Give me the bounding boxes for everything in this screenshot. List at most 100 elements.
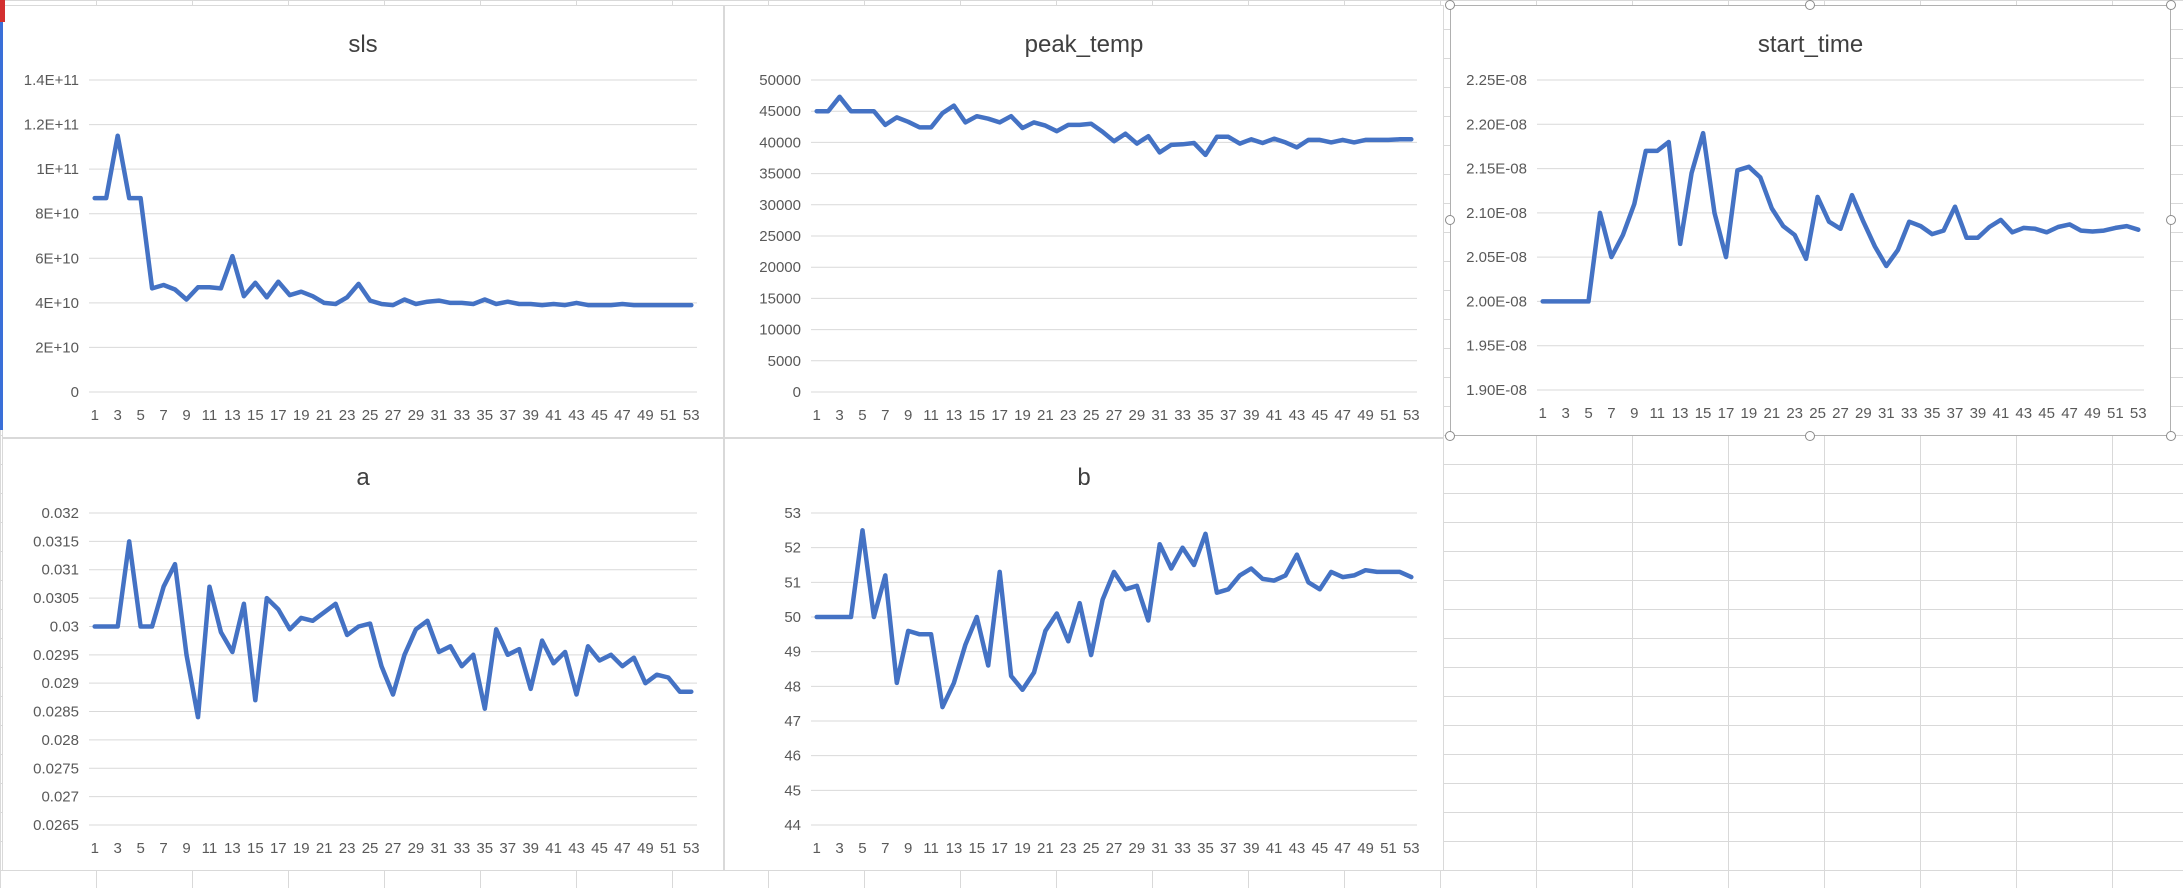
y-tick-label: 0.0275 bbox=[33, 760, 79, 777]
y-tick-label: 2E+10 bbox=[35, 339, 79, 356]
x-tick-label: 21 bbox=[1037, 407, 1054, 424]
x-tick-label: 9 bbox=[182, 407, 190, 424]
series-line bbox=[814, 528, 1414, 710]
x-tick-label: 15 bbox=[247, 840, 264, 857]
x-tick-label: 19 bbox=[293, 407, 310, 424]
x-tick-label: 39 bbox=[522, 407, 539, 424]
x-tick-label: 53 bbox=[1403, 840, 1420, 857]
y-tick-label: 52 bbox=[784, 540, 801, 557]
x-tick-label: 53 bbox=[683, 407, 700, 424]
y-tick-label: 48 bbox=[784, 678, 801, 695]
x-tick-label: 45 bbox=[591, 840, 608, 857]
x-tick-label: 7 bbox=[881, 407, 889, 424]
x-tick-label: 1 bbox=[91, 407, 99, 424]
x-tick-label: 29 bbox=[1855, 405, 1872, 422]
y-tick-label: 2.05E-08 bbox=[1466, 249, 1527, 266]
x-tick-label: 35 bbox=[476, 840, 493, 857]
x-tick-label: 47 bbox=[614, 407, 631, 424]
resize-handle-bottom-right[interactable] bbox=[2166, 431, 2176, 441]
y-tick-label: 1.2E+11 bbox=[24, 117, 79, 134]
chart-b[interactable]: b 44 45 46 47 48 49 50 51 52 53 1 3 5 7 9 11 13 15 17 19 21 23… bbox=[724, 438, 1444, 871]
y-tick-label: 0.0305 bbox=[33, 590, 79, 607]
y-tick-label: 35000 bbox=[759, 166, 801, 183]
y-tick-label: 50 bbox=[784, 609, 801, 626]
y-tick-label: 50000 bbox=[759, 72, 801, 89]
x-tick-label: 15 bbox=[968, 840, 985, 857]
y-tick-label: 0 bbox=[793, 384, 801, 401]
x-tick-label: 25 bbox=[1809, 405, 1826, 422]
x-tick-label: 1 bbox=[813, 407, 821, 424]
x-tick-label: 43 bbox=[1289, 407, 1306, 424]
x-tick-label: 7 bbox=[881, 840, 889, 857]
resize-handle-bottom-middle[interactable] bbox=[1805, 431, 1815, 441]
resize-handle-middle-left[interactable] bbox=[1445, 215, 1455, 225]
x-tick-label: 47 bbox=[2061, 405, 2078, 422]
x-tick-label: 43 bbox=[568, 840, 585, 857]
x-tick-label: 31 bbox=[431, 407, 448, 424]
chart-svg: sls 0 2E+10 4E+10 6E+10 8E+10 1E+11 1.2E+11 1.4E… bbox=[24, 31, 700, 424]
x-tick-label: 39 bbox=[1243, 407, 1260, 424]
x-tick-label: 37 bbox=[1947, 405, 1964, 422]
x-tick-label: 29 bbox=[1129, 407, 1146, 424]
x-tick-label: 19 bbox=[1014, 840, 1031, 857]
y-tick-label: 2.20E-08 bbox=[1466, 116, 1527, 133]
chart-start-time[interactable]: start_time 1.90E-08 1.95E-08 2.00E-08 2.05E-… bbox=[1450, 5, 2171, 436]
x-tick-label: 29 bbox=[408, 840, 425, 857]
y-tick-label: 0 bbox=[71, 384, 79, 401]
y-tick-label: 0.032 bbox=[41, 505, 79, 522]
x-tick-label: 41 bbox=[545, 407, 562, 424]
x-tick-label: 7 bbox=[159, 840, 167, 857]
y-tick-label: 40000 bbox=[759, 134, 801, 151]
x-tick-label: 5 bbox=[858, 840, 866, 857]
y-tick-label: 51 bbox=[784, 574, 801, 591]
x-tick-label: 45 bbox=[2038, 405, 2055, 422]
chart-title: b bbox=[1077, 464, 1090, 491]
x-tick-label: 33 bbox=[1901, 405, 1918, 422]
x-tick-label: 25 bbox=[362, 840, 379, 857]
resize-handle-top-left[interactable] bbox=[1445, 0, 1455, 10]
x-tick-label: 35 bbox=[476, 407, 493, 424]
y-tick-label: 2.25E-08 bbox=[1466, 72, 1527, 89]
x-tick-label: 41 bbox=[1992, 405, 2009, 422]
y-tick-label: 53 bbox=[784, 505, 801, 522]
x-tick-label: 21 bbox=[1037, 840, 1054, 857]
x-tick-label: 33 bbox=[453, 407, 470, 424]
y-tick-label: 2.00E-08 bbox=[1466, 293, 1527, 310]
y-tick-label: 0.03 bbox=[50, 618, 79, 635]
x-tick-label: 27 bbox=[1832, 405, 1849, 422]
y-tick-label: 1.95E-08 bbox=[1466, 338, 1527, 355]
x-tick-label: 43 bbox=[568, 407, 585, 424]
x-tick-label: 3 bbox=[114, 840, 122, 857]
resize-handle-top-middle[interactable] bbox=[1805, 0, 1815, 10]
x-tick-label: 11 bbox=[1649, 405, 1665, 422]
x-tick-label: 31 bbox=[1151, 407, 1168, 424]
x-tick-label: 17 bbox=[270, 840, 287, 857]
x-tick-label: 13 bbox=[1672, 405, 1689, 422]
x-tick-label: 51 bbox=[2107, 405, 2124, 422]
x-tick-label: 9 bbox=[1630, 405, 1638, 422]
x-tick-label: 11 bbox=[923, 840, 939, 857]
resize-handle-middle-right[interactable] bbox=[2166, 215, 2176, 225]
x-tick-label: 41 bbox=[1266, 407, 1283, 424]
chart-sls[interactable]: sls 0 2E+10 4E+10 6E+10 8E+10 1E+11 1.2E+11 1.4E… bbox=[2, 5, 724, 438]
resize-handle-bottom-left[interactable] bbox=[1445, 431, 1455, 441]
chart-a[interactable]: a 0.0265 0.027 0.0275 0.028 0.0285 0.029 0.0295… bbox=[2, 438, 724, 871]
x-tick-label: 15 bbox=[1695, 405, 1712, 422]
x-tick-label: 5 bbox=[136, 840, 144, 857]
x-tick-label: 25 bbox=[362, 407, 379, 424]
x-tick-label: 27 bbox=[385, 407, 402, 424]
y-tick-label: 0.0295 bbox=[33, 647, 79, 664]
chart-peak-temp[interactable]: peak_temp 0 5000 10000 15000 20000 25000 30000 3… bbox=[724, 5, 1444, 438]
x-tick-label: 19 bbox=[1741, 405, 1758, 422]
x-tick-label: 5 bbox=[1584, 405, 1592, 422]
resize-handle-top-right[interactable] bbox=[2166, 0, 2176, 10]
x-tick-label: 33 bbox=[453, 840, 470, 857]
chart-svg: a 0.0265 0.027 0.0275 0.028 0.0285 0.029 0.0295… bbox=[33, 464, 699, 857]
y-tick-label: 45 bbox=[784, 782, 801, 799]
x-tick-label: 51 bbox=[1380, 840, 1397, 857]
x-tick-label: 51 bbox=[1380, 407, 1397, 424]
x-tick-label: 3 bbox=[835, 840, 843, 857]
x-tick-label: 21 bbox=[316, 840, 333, 857]
series-line bbox=[1540, 130, 2141, 304]
x-tick-label: 35 bbox=[1197, 407, 1214, 424]
